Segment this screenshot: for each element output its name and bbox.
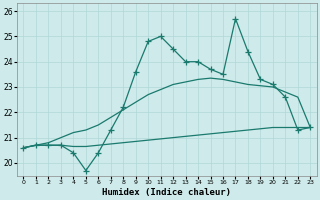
X-axis label: Humidex (Indice chaleur): Humidex (Indice chaleur): [102, 188, 231, 197]
